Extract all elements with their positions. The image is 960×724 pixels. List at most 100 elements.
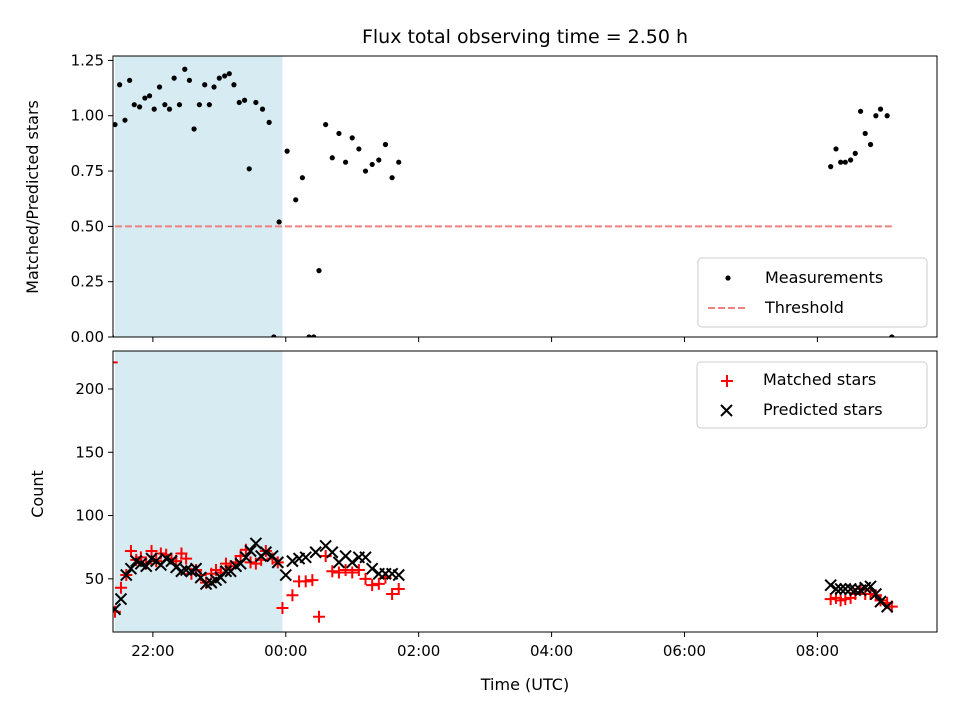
measurements-point xyxy=(222,73,228,79)
y-tick-label: 1.00 xyxy=(71,107,104,125)
measurements-point xyxy=(293,197,299,203)
predicted-stars-point xyxy=(249,537,263,550)
measurements-point xyxy=(196,102,202,108)
matched-stars-point xyxy=(180,552,193,565)
predicted-stars-point xyxy=(834,582,847,596)
y-tick-label: 200 xyxy=(75,380,104,398)
measurements-point xyxy=(246,166,252,172)
measurements-point xyxy=(122,117,128,123)
measurements-point xyxy=(877,106,884,112)
measurements-point xyxy=(862,130,868,137)
predicted-stars-point xyxy=(346,556,359,569)
measurements-point xyxy=(889,334,895,337)
top-panel: 0.00 0.25 0.50 0.75 1.00 1.25 xyxy=(71,51,938,346)
predicted-stars-point xyxy=(175,565,188,578)
x-tick-label: 04:00 xyxy=(530,642,573,660)
measurements-point xyxy=(162,102,168,108)
measurements-point xyxy=(182,66,188,72)
matched-stars-point xyxy=(114,581,127,594)
predicted-stars-point xyxy=(279,568,292,582)
matched-stars-point xyxy=(352,563,365,576)
measurements-point xyxy=(113,121,118,128)
measurements-point xyxy=(231,82,237,88)
measurements-point xyxy=(884,113,890,119)
matched-stars-point xyxy=(313,610,325,623)
measurements-point xyxy=(146,93,153,99)
x-tick-label: 06:00 xyxy=(663,642,706,660)
measurements-point xyxy=(191,126,197,132)
measurements-point xyxy=(216,75,222,81)
predicted-stars-point xyxy=(309,546,322,559)
y-tick-label: 0.00 xyxy=(71,328,104,346)
x-tick-label: 02:00 xyxy=(397,642,440,660)
matched-stars-point xyxy=(839,593,852,606)
predicted-stars-point xyxy=(114,592,128,606)
y-tick-label: 50 xyxy=(85,570,104,588)
predicted-stars-point xyxy=(326,546,339,559)
predicted-stars-point xyxy=(849,584,862,597)
predicted-stars-point xyxy=(365,562,379,575)
measurements-point xyxy=(867,141,874,148)
legend-matched-stars: Matched stars xyxy=(763,370,876,389)
y-tick-label: 0.25 xyxy=(71,273,104,291)
measurements-point xyxy=(156,84,163,90)
top-y-axis-label: Matched/Predicted stars xyxy=(23,100,42,294)
predicted-stars-point xyxy=(874,595,887,608)
y-tick-label: 0.50 xyxy=(71,217,104,235)
legend-threshold: Threshold xyxy=(764,298,844,317)
matched-stars-point xyxy=(113,361,118,364)
y-tick-label: 1.25 xyxy=(71,51,104,69)
x-tick-label: 00:00 xyxy=(264,642,307,660)
matched-stars-point xyxy=(392,582,405,595)
measurements-point xyxy=(362,168,369,174)
top-legend-box xyxy=(697,257,928,328)
measurements-point xyxy=(241,97,248,103)
measurements-point xyxy=(838,159,844,165)
measurements-point xyxy=(389,175,395,181)
matched-stars-point xyxy=(145,544,158,557)
measurements-point xyxy=(211,84,217,90)
measurements-point xyxy=(271,334,277,337)
top-legend: Measurements Threshold xyxy=(697,257,928,328)
measurements-point xyxy=(284,148,290,154)
measurements-point xyxy=(369,161,375,168)
predicted-stars-point xyxy=(869,587,883,601)
measurements-point xyxy=(873,113,879,119)
predicted-stars-point xyxy=(239,551,253,564)
measurements-point xyxy=(176,102,183,108)
predicted-stars-point xyxy=(392,568,405,582)
observing-window-shade xyxy=(114,351,283,632)
predicted-stars-point xyxy=(165,554,178,568)
measurements-point xyxy=(316,268,322,274)
measurements-point xyxy=(127,77,133,83)
measurements-point xyxy=(848,157,854,163)
measurements-point xyxy=(186,77,193,83)
matched-stars-point xyxy=(306,574,319,587)
measurements-point xyxy=(323,121,329,128)
measurements-point xyxy=(329,155,335,161)
predicted-stars-point xyxy=(189,562,203,575)
measurements-point xyxy=(259,106,266,112)
bottom-panel: 50 100 150 200 22:00 00:00 02:00 04:00 06:00 08:0… xyxy=(75,350,938,660)
measurements-point xyxy=(842,159,848,165)
predicted-stars-legend-marker xyxy=(720,404,733,417)
measurements-point xyxy=(306,334,312,337)
measurements-point xyxy=(311,334,317,337)
matched-stars-point xyxy=(359,572,372,585)
measurements-point xyxy=(202,82,208,88)
measurements-point xyxy=(266,119,272,125)
matched-stars-point xyxy=(124,544,137,557)
matched-stars-point xyxy=(339,563,352,576)
x-tick-label: 08:00 xyxy=(796,642,839,660)
measurements-point xyxy=(171,75,177,81)
measurements-point xyxy=(382,141,389,148)
measurements-point xyxy=(342,159,349,165)
plot-frame xyxy=(112,55,938,338)
y-tick-label: 0.75 xyxy=(71,162,104,180)
chart-title: Flux total observing time = 2.50 h xyxy=(362,26,688,48)
matched-stars-point xyxy=(346,566,359,579)
predicted-stars-point xyxy=(880,600,894,613)
legend-measurements: Measurements xyxy=(765,268,883,287)
measurements-point xyxy=(226,71,232,77)
